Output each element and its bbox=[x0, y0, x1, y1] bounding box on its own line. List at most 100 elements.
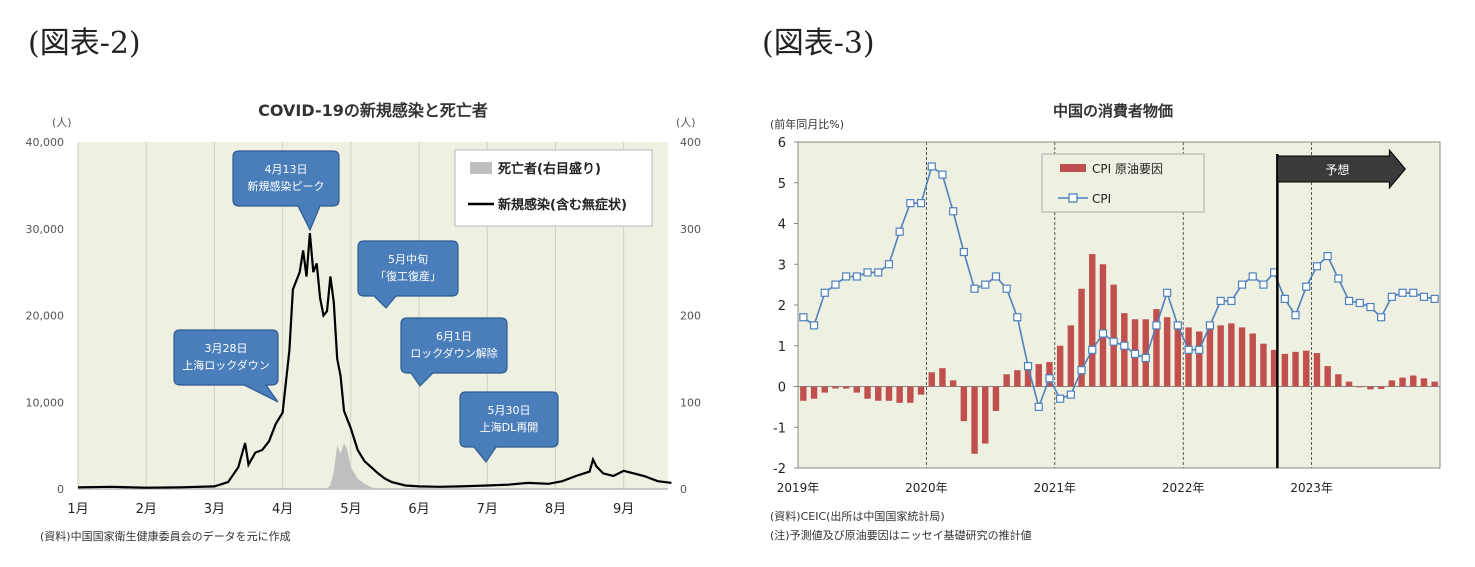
callout-text: 5月中旬 bbox=[388, 253, 428, 266]
bar-oil-factor bbox=[1399, 377, 1406, 387]
callout-text: 上海ロックダウン bbox=[182, 358, 270, 372]
x-tick-label: 1月 bbox=[67, 502, 88, 515]
callout-box bbox=[400, 317, 508, 387]
figure-label-3: (図表-3) bbox=[762, 26, 875, 61]
callout-text: 4月13日 bbox=[265, 163, 308, 176]
legend-swatch-deaths bbox=[470, 162, 492, 174]
y-tick-label: 5 bbox=[778, 177, 786, 192]
x-tick-label: 9月 bbox=[613, 502, 634, 515]
cpi-marker bbox=[1377, 313, 1386, 322]
callout-text: 5月30日 bbox=[488, 404, 531, 417]
bar-oil-factor bbox=[1078, 288, 1085, 387]
legend-label-cases: 新規感染(含む無症状) bbox=[498, 197, 627, 213]
x-tick-label: 8月 bbox=[545, 502, 566, 515]
callout-box bbox=[232, 150, 340, 232]
y-tick-label: 6 bbox=[778, 136, 786, 151]
cpi-marker bbox=[1120, 341, 1129, 350]
cpi-marker bbox=[1163, 288, 1172, 297]
cpi-marker bbox=[842, 272, 851, 281]
cpi-marker bbox=[1334, 274, 1343, 283]
y-axis-unit: (前年同月比%) bbox=[770, 117, 844, 131]
cpi-marker bbox=[1056, 394, 1065, 403]
callout-text: 6月1日 bbox=[436, 330, 472, 343]
covid-chart: COVID-19の新規感染と死亡者 (人) (人) 0 10,000 20,000 3… bbox=[26, 101, 702, 515]
y-tick-label: -2 bbox=[773, 462, 786, 477]
right-note-2: (注)予測値及び原油要因はニッセイ基礎研究の推計値 bbox=[770, 529, 1032, 542]
cpi-marker bbox=[1237, 280, 1247, 289]
bar-oil-factor bbox=[971, 386, 978, 454]
cpi-marker bbox=[1066, 390, 1075, 399]
bar-oil-factor bbox=[1067, 325, 1075, 387]
cpi-marker bbox=[970, 284, 979, 293]
cpi-marker bbox=[1205, 321, 1215, 330]
bar-oil-factor bbox=[917, 386, 925, 395]
cpi-marker bbox=[1259, 280, 1268, 289]
cpi-marker bbox=[1088, 345, 1097, 354]
cpi-marker bbox=[1195, 345, 1204, 354]
cpi-marker bbox=[1248, 272, 1257, 281]
y-axis-unit-right: (人) bbox=[676, 116, 696, 129]
cpi-marker bbox=[1227, 296, 1236, 306]
x-tick-label: 2023年 bbox=[1290, 481, 1333, 495]
cpi-marker bbox=[820, 288, 829, 297]
cpi-marker bbox=[809, 321, 819, 330]
bar-oil-factor bbox=[1206, 327, 1214, 387]
bar-oil-factor bbox=[1292, 351, 1299, 387]
cpi-marker bbox=[938, 170, 947, 179]
bar-oil-factor bbox=[1420, 378, 1428, 387]
x-tick-label: 6月 bbox=[408, 502, 429, 515]
y-tick-label: 1 bbox=[778, 340, 786, 355]
bar-oil-factor bbox=[1335, 374, 1342, 387]
chart-title: 中国の消費者物価 bbox=[1053, 102, 1173, 120]
cpi-marker bbox=[1344, 296, 1354, 306]
bar-oil-factor bbox=[1003, 374, 1010, 387]
y2-tick-label: 0 bbox=[680, 483, 687, 496]
y2-tick-label: 300 bbox=[680, 223, 701, 236]
x-tick-label: 2019年 bbox=[777, 481, 820, 495]
cpi-marker bbox=[1152, 321, 1161, 330]
callout-text: 上海DL再開 bbox=[480, 420, 539, 434]
y-tick-label: 0 bbox=[778, 381, 786, 396]
cpi-marker bbox=[906, 199, 915, 208]
cpi-marker bbox=[1173, 321, 1182, 330]
bar-oil-factor bbox=[1377, 386, 1385, 389]
bar-oil-factor bbox=[885, 386, 893, 401]
y2-tick-label: 100 bbox=[680, 396, 701, 409]
cpi-marker bbox=[1045, 374, 1054, 383]
y-tick-label: 0 bbox=[57, 483, 64, 496]
cpi-marker bbox=[1302, 282, 1311, 291]
y-axis-unit-left: (人) bbox=[52, 116, 72, 129]
callout-box bbox=[173, 329, 279, 403]
bar-oil-factor bbox=[992, 386, 1000, 411]
cpi-marker bbox=[874, 268, 883, 277]
cpi-marker bbox=[1141, 353, 1150, 363]
x-tick-label: 5月 bbox=[340, 502, 361, 515]
cpi-marker bbox=[799, 313, 808, 322]
cpi-marker bbox=[1023, 362, 1033, 371]
bar-oil-factor bbox=[1367, 386, 1374, 390]
series-deaths-area bbox=[326, 443, 379, 489]
y-tick-label: 2 bbox=[778, 299, 786, 314]
right-source-note: (資料)CEIC(出所は中国国家統計局) bbox=[770, 510, 945, 523]
bar-oil-factor bbox=[1345, 381, 1353, 387]
callout: 5月中旬「復工復産」 bbox=[357, 240, 459, 309]
x-tick-label: 2021年 bbox=[1034, 481, 1077, 495]
cpi-marker bbox=[1323, 252, 1332, 261]
cpi-marker bbox=[863, 268, 872, 277]
bar-oil-factor bbox=[1174, 325, 1182, 387]
callout-text: 「復工復産」 bbox=[375, 270, 441, 283]
cpi-marker bbox=[895, 227, 904, 236]
cpi-marker bbox=[1130, 349, 1140, 358]
cpi-marker bbox=[1355, 298, 1364, 308]
cpi-marker bbox=[1098, 329, 1108, 338]
x-tick-label: 4月 bbox=[272, 502, 293, 515]
forecast-label: 予想 bbox=[1325, 162, 1349, 177]
bar-oil-factor bbox=[1324, 366, 1331, 387]
bar-oil-factor bbox=[1196, 331, 1203, 387]
bar-oil-factor bbox=[821, 386, 828, 393]
bar-oil-factor bbox=[1238, 327, 1246, 387]
bar-oil-factor bbox=[1185, 327, 1192, 387]
